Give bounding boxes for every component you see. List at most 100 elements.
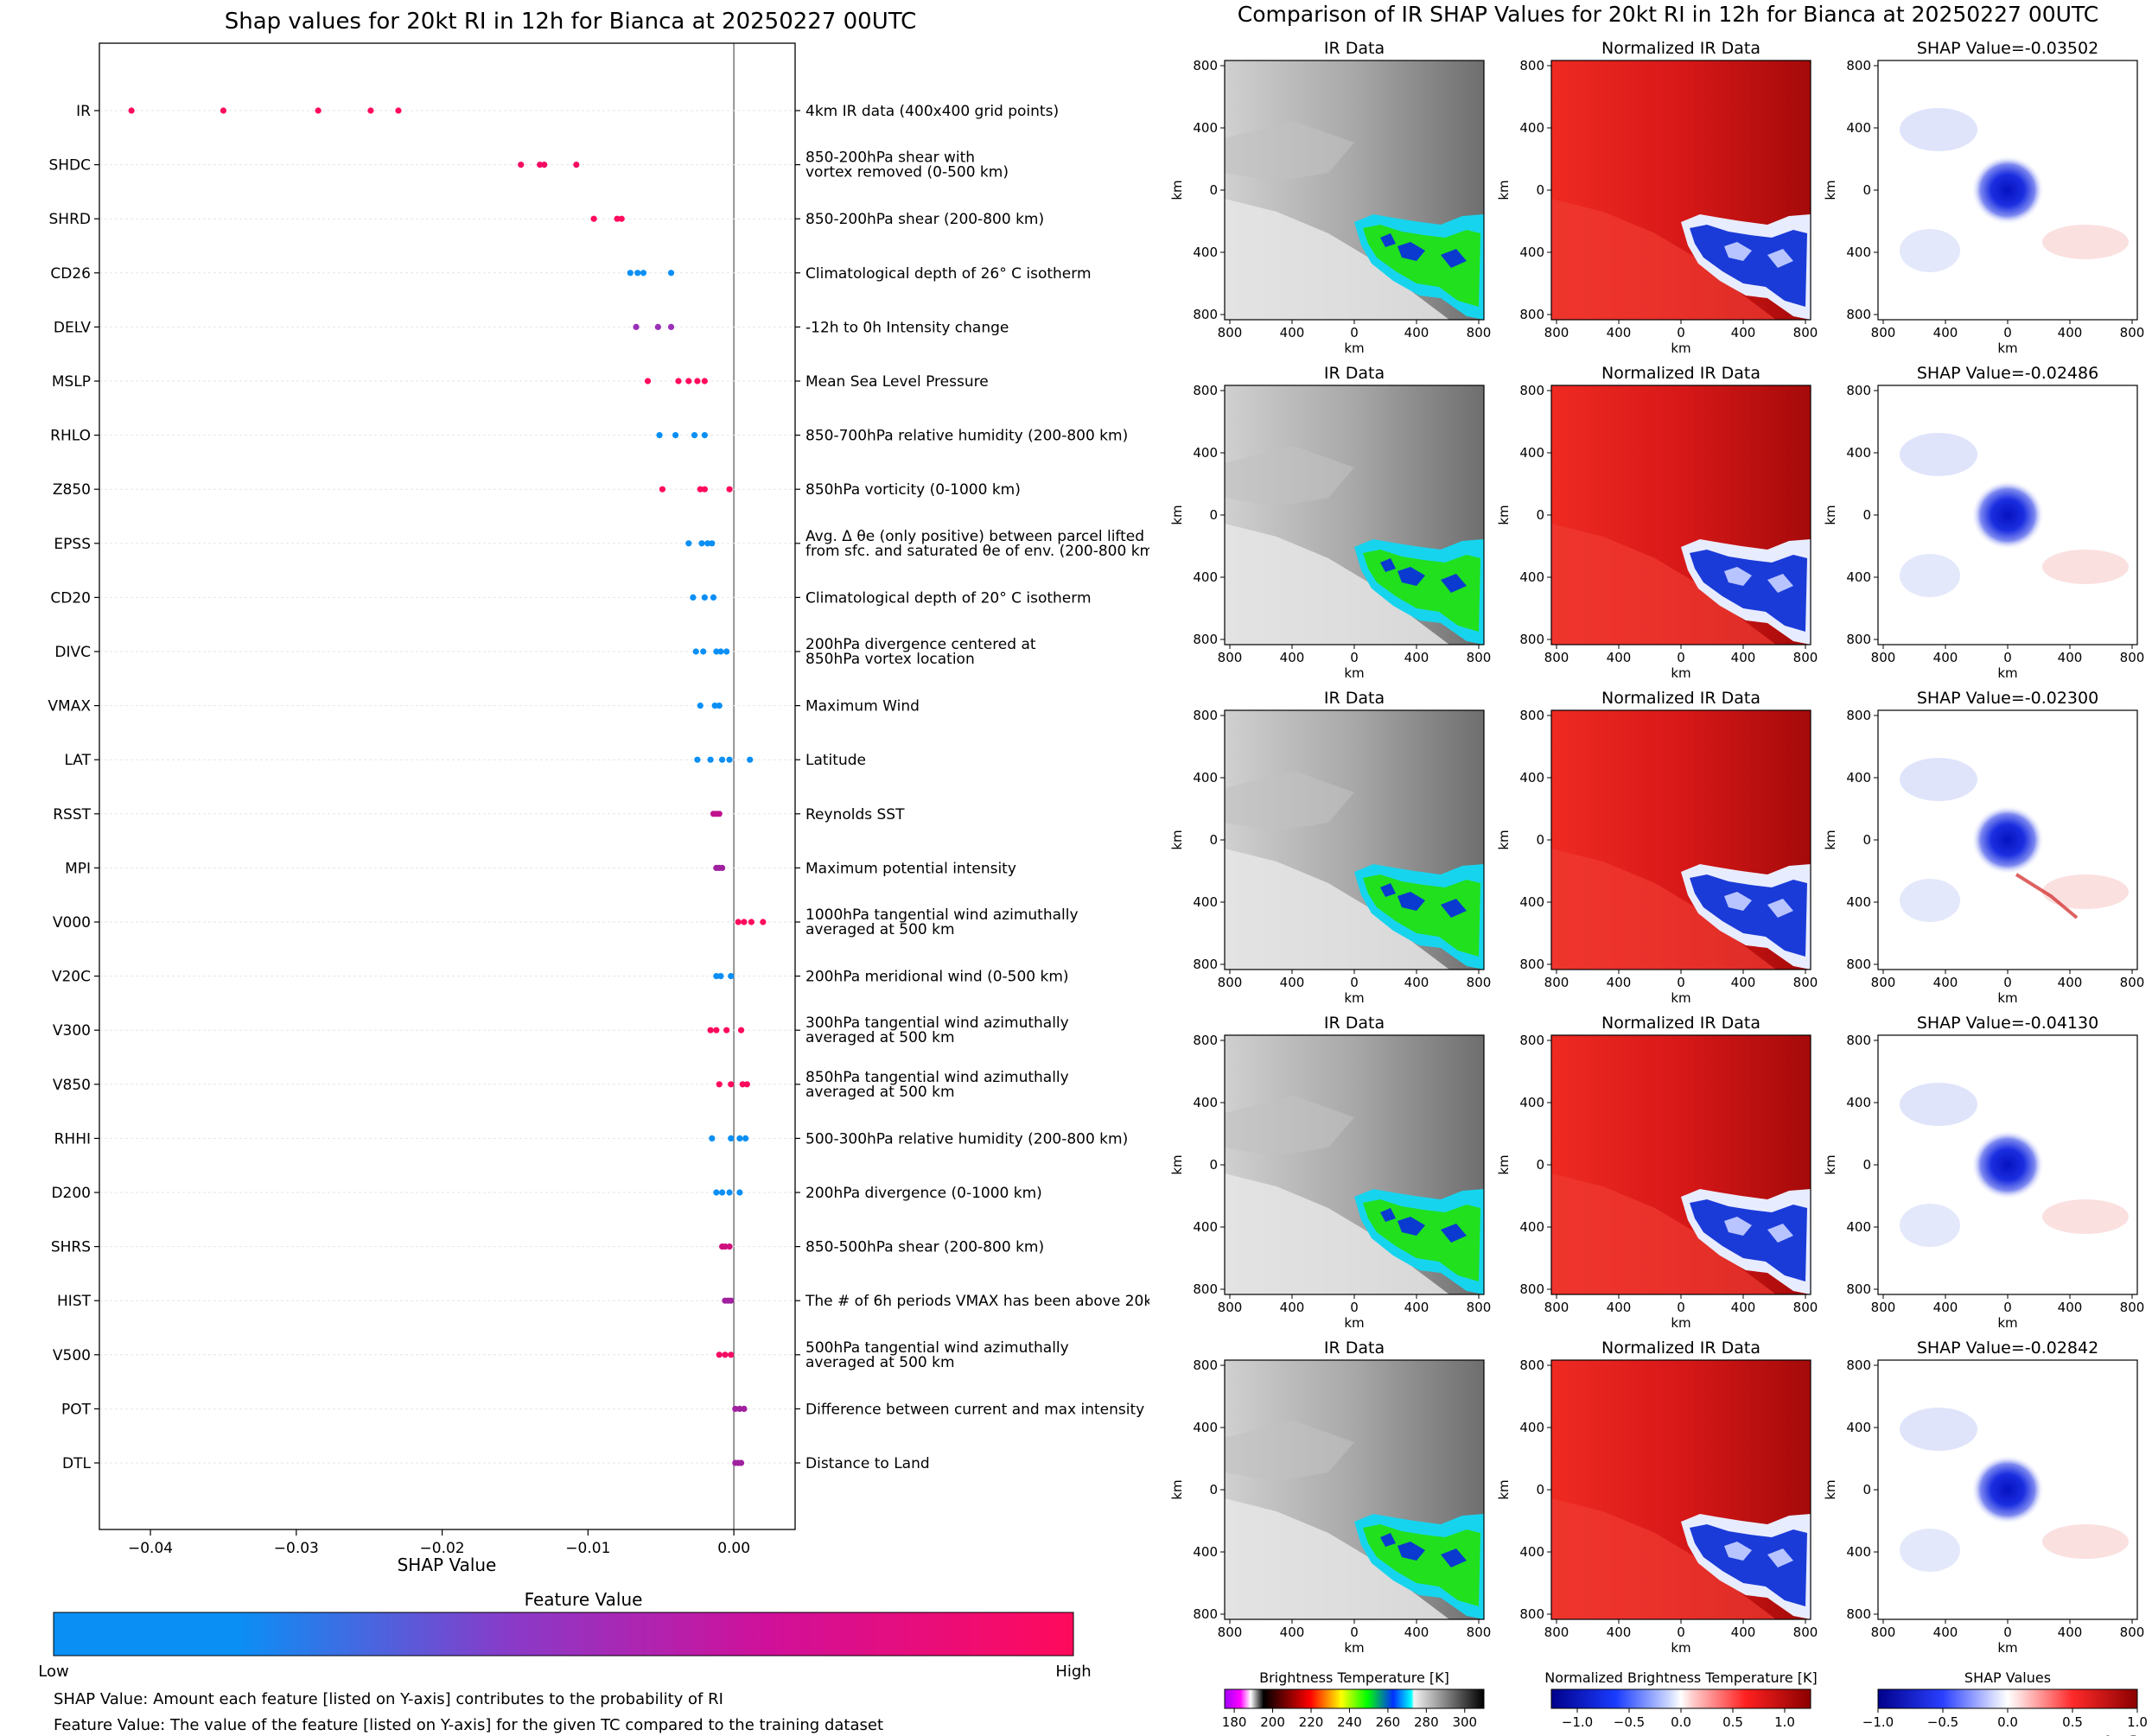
- shap-point: [672, 432, 679, 439]
- feature-name-label: DELV: [54, 319, 91, 336]
- y-tick-label: 400: [1519, 569, 1544, 585]
- shap-point: [701, 378, 708, 385]
- y-tick-label: 800: [1846, 1281, 1871, 1297]
- feature-description-label: 850-700hPa relative humidity (200-800 km…: [805, 428, 1128, 445]
- feature-row-dtl: DTL Distance to Land: [62, 1455, 930, 1472]
- colorbar-tick-label: −0.5: [1614, 1714, 1645, 1730]
- y-tick-label: 800: [1846, 1606, 1871, 1622]
- x-tick-label: 400: [1607, 1300, 1632, 1315]
- shap-point: [395, 107, 402, 114]
- shap-point: [694, 756, 701, 763]
- y-tick-label: 400: [1519, 245, 1544, 260]
- shap-panel-title: SHAP Value=-0.02486: [1917, 364, 2098, 383]
- shap-point: [667, 270, 675, 277]
- shap-point: [737, 1459, 745, 1466]
- feature-description-label: 300hPa tangential wind azimuthally: [805, 1014, 1069, 1032]
- feature-name-label: V20C: [52, 969, 91, 986]
- colorbar-2: SHAP Values −1.0 −0.5 0.0 0.5 1.0 1e−5: [1862, 1669, 2148, 1736]
- x-tick-label: 400: [1607, 650, 1632, 665]
- y-tick-label: 800: [1846, 383, 1871, 398]
- shap-point: [741, 1405, 748, 1412]
- shap-point: [667, 323, 675, 330]
- feature-description-label: Climatological depth of 26° C isotherm: [805, 265, 1092, 283]
- feature-description-label: 200hPa divergence centered at: [805, 636, 1036, 653]
- feature-name-label: D200: [51, 1185, 91, 1202]
- shap-point: [736, 1189, 743, 1196]
- shap-point: [541, 162, 548, 169]
- y-tick-label: 800: [1519, 1606, 1544, 1622]
- x-tick-label: 0: [1350, 1625, 1359, 1640]
- normalized-ir-image: [1551, 1360, 1811, 1619]
- y-tick-label: 800: [1519, 957, 1544, 972]
- shap-point: [590, 215, 597, 222]
- x-tick-label: 0: [1350, 1300, 1359, 1315]
- shap-point: [692, 648, 699, 655]
- shap-point: [716, 1351, 723, 1358]
- x-tick-label: 800: [1218, 975, 1243, 990]
- panel-title: IR Data: [1324, 689, 1385, 708]
- panel-title: IR Data: [1324, 39, 1385, 58]
- feature-row-shrs: SHRS 850-500hPa shear (200-800 km): [51, 1239, 1044, 1256]
- shap-point: [690, 594, 697, 601]
- feature-description-label: Difference between current and max inten…: [805, 1401, 1144, 1418]
- x-tick-label: 400: [1607, 1625, 1632, 1640]
- feature-description-label: vortex removed (0-500 km): [805, 164, 1009, 181]
- shap-point: [713, 973, 720, 980]
- shap-point: [723, 648, 730, 655]
- shap-point: [634, 270, 641, 277]
- x-tick-label: 0: [2003, 325, 2012, 340]
- y-tick-label: 0: [1862, 1157, 1871, 1173]
- shap-panel-title: SHAP Value=-0.03502: [1917, 39, 2098, 58]
- panel-title: IR Data: [1324, 1014, 1385, 1033]
- x-axis-label: km: [1344, 665, 1364, 681]
- colorbar-gradient: [1224, 1688, 1485, 1709]
- y-tick-label: 400: [1193, 245, 1218, 260]
- y-axis-label: km: [1823, 830, 1838, 849]
- y-tick-label: 800: [1519, 1033, 1544, 1048]
- x-axis-label: km: [1997, 1640, 2017, 1656]
- feature-row-rhhi: RHHI 500-300hPa relative humidity (200-80…: [54, 1130, 1129, 1148]
- x-tick-label: 400: [1933, 1625, 1958, 1640]
- y-axis-label: km: [1496, 180, 1512, 200]
- shap-point: [701, 486, 708, 493]
- y-tick-label: 800: [1193, 1606, 1218, 1622]
- feature-row-rsst: RSST Reynolds SST: [53, 806, 905, 823]
- shap-point: [685, 540, 692, 547]
- y-tick-label: 800: [1193, 58, 1218, 73]
- y-tick-label: 0: [1536, 1157, 1544, 1173]
- x-tick-label: 800: [1218, 1625, 1243, 1640]
- x-tick-label: 800: [1218, 1300, 1243, 1315]
- colorbar-tick-label: −0.5: [1927, 1714, 1958, 1730]
- feature-description-label: 200hPa meridional wind (0-500 km): [805, 969, 1069, 986]
- x-tick-label: 800: [1218, 325, 1243, 340]
- colorbar-tick-label: 220: [1299, 1714, 1324, 1730]
- shap-point: [747, 756, 754, 763]
- feature-name-label: POT: [61, 1401, 92, 1418]
- shap-point: [728, 1135, 735, 1141]
- shap-point: [719, 864, 726, 872]
- shap-point: [656, 432, 663, 439]
- feature-row-d200: D200 200hPa divergence (0-1000 km): [51, 1185, 1041, 1202]
- shap-point: [709, 1135, 716, 1141]
- x-tick-label: 0.00: [717, 1540, 750, 1557]
- x-tick-label: 800: [1793, 325, 1818, 340]
- shap-point: [709, 540, 716, 547]
- feature-name-label: V500: [53, 1347, 91, 1364]
- x-tick-label: 0: [1350, 325, 1359, 340]
- shap-image: [1878, 60, 2137, 320]
- shap-image: [1878, 1360, 2137, 1619]
- shap-point: [739, 1081, 746, 1088]
- colorbar-1: Normalized Brightness Temperature [K] −1.…: [1544, 1669, 1818, 1730]
- feature-value-colorbar-title: Feature Value: [525, 1589, 643, 1610]
- x-tick-label: 800: [1467, 650, 1492, 665]
- y-tick-label: 800: [1193, 383, 1218, 398]
- colorbar-tick-label: 200: [1260, 1714, 1285, 1730]
- y-tick-label: 400: [1193, 1544, 1218, 1560]
- x-tick-label: 400: [2058, 1625, 2083, 1640]
- x-tick-label: 400: [1404, 1625, 1429, 1640]
- shap-point: [726, 1243, 733, 1250]
- y-tick-label: 400: [1846, 445, 1871, 461]
- y-tick-label: 0: [1536, 1482, 1544, 1498]
